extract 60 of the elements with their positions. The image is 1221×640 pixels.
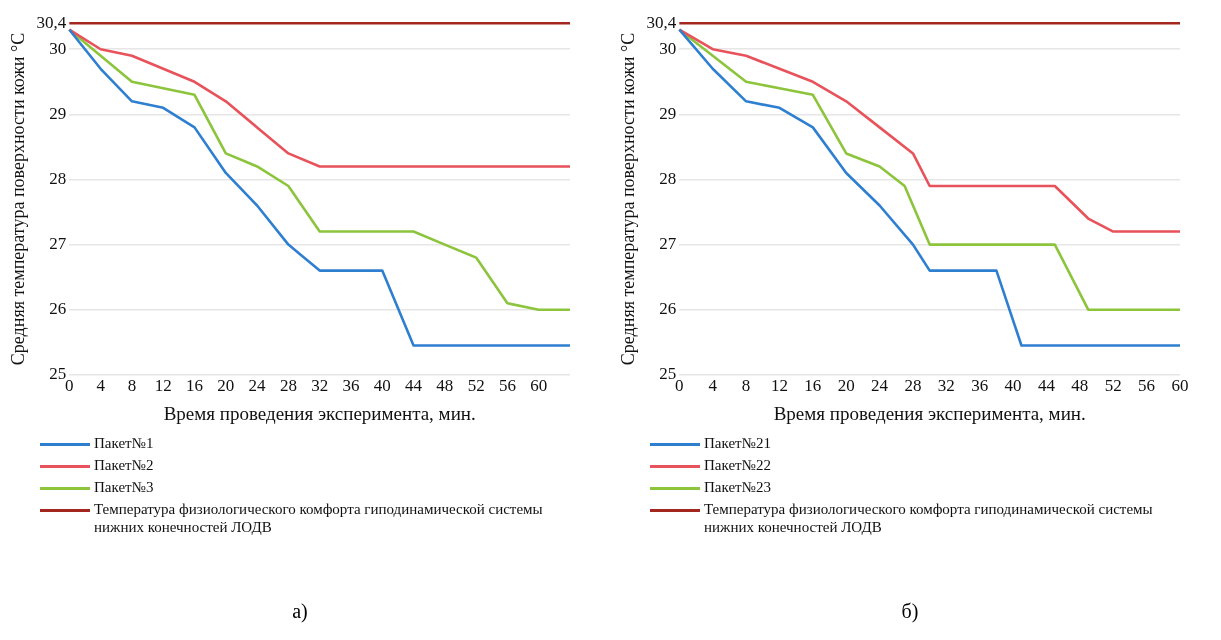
x-axis-title: Время проведения эксперимента, мин. [163,402,476,424]
legend-label: Пакет№22 [704,456,771,474]
y-tick-label: 30 [659,38,677,58]
x-tick-label: 28 [904,376,922,396]
x-tick-label: 4 [96,376,106,396]
legend-label: Температура физиологического комфорта гиподинамической системы нижних конечностей ЛОДВ [704,500,1154,536]
x-tick-label: 44 [1037,376,1056,396]
y-tick-label: 29 [49,103,67,123]
x-tick-label: 20 [837,376,855,396]
x-tick-label: 44 [405,376,423,396]
x-tick-label: 52 [467,376,485,396]
y-tick-label: 30 [49,38,67,58]
x-tick-label: 8 [741,376,751,396]
x-tick-label: 40 [373,376,391,396]
x-tick-label: 40 [1004,376,1022,396]
x-tick-label: 32 [937,376,955,396]
y-axis-title: Средняя температура поверхности кожи °C [617,32,638,366]
x-tick-label: 16 [186,376,204,396]
x-tick-label: 0 [65,376,74,396]
x-tick-label: 36 [971,376,989,396]
legend-label: Пакет№1 [94,434,154,452]
x-tick-label: 60 [530,376,548,396]
y-tick-label: 28 [659,168,677,188]
legend-label: Пакет№21 [704,434,771,452]
legend-label: Пакет№23 [704,478,771,496]
x-tick-label: 52 [1104,376,1122,396]
x-tick-label: 56 [498,376,516,396]
y-tick-label: 26 [49,299,67,319]
y-tick-label: 28 [49,168,67,188]
x-tick-label: 12 [770,376,788,396]
y-tick-label: 29 [659,103,677,123]
x-tick-label: 60 [1171,376,1189,396]
y-tick-label: 27 [49,234,67,254]
x-tick-label: 8 [127,376,137,396]
text: б) [900,600,920,623]
x-tick-label: 36 [342,376,360,396]
x-tick-label: 20 [217,376,235,396]
x-tick-label: 32 [311,376,329,396]
y-tick-label: 25 [49,364,67,384]
x-tick-label: 48 [436,376,454,396]
x-axis-title: Время проведения эксперимента, мин. [773,402,1086,424]
x-tick-label: 4 [708,376,718,396]
y-axis-title: Средняя температура поверхности кожи °C [7,32,28,366]
x-tick-label: 12 [154,376,172,396]
y-tick-label: 30,4 [36,12,67,32]
x-tick-label: 28 [279,376,297,396]
legend-label: Температура физиологического комфорта гиподинамической системы нижних конечностей ЛОДВ [94,500,544,536]
x-tick-label: 0 [675,376,684,396]
x-tick-label: 56 [1138,376,1156,396]
y-tick-label: 30,4 [646,12,677,32]
x-tick-label: 16 [804,376,822,396]
y-tick-label: 25 [659,364,677,384]
x-tick-label: 24 [248,376,267,396]
x-tick-label: 24 [871,376,889,396]
y-tick-label: 27 [659,234,677,254]
text: а) [291,600,309,623]
y-tick-label: 26 [659,299,677,319]
legend-label: Пакет№2 [94,456,154,474]
legend-label: Пакет№3 [94,478,154,496]
x-tick-label: 48 [1071,376,1089,396]
